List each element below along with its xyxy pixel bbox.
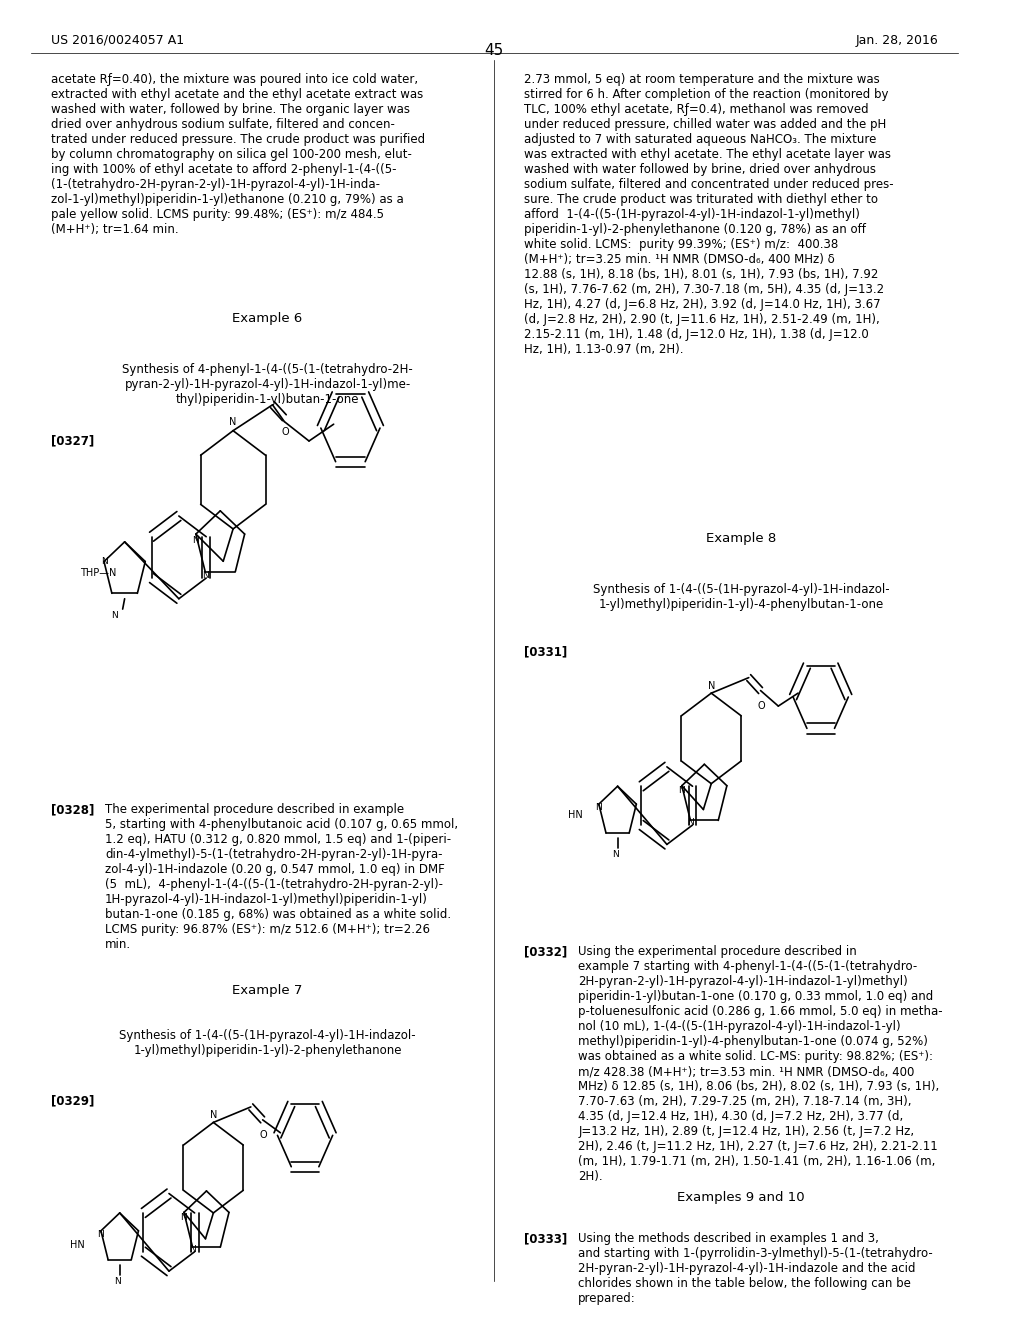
Text: N: N	[115, 1276, 121, 1286]
Text: N: N	[189, 1245, 196, 1254]
Text: Synthesis of 1-(4-((5-(1H-pyrazol-4-yl)-1H-indazol-
1-yl)methyl)piperidin-1-yl)-: Synthesis of 1-(4-((5-(1H-pyrazol-4-yl)-…	[119, 1030, 416, 1057]
Text: acetate Rƒ=0.40), the mixture was poured into ice cold water,
extracted with eth: acetate Rƒ=0.40), the mixture was poured…	[50, 73, 425, 235]
Text: 2.73 mmol, 5 eq) at room temperature and the mixture was
stirred for 6 h. After : 2.73 mmol, 5 eq) at room temperature and…	[524, 73, 894, 355]
Text: Examples 9 and 10: Examples 9 and 10	[677, 1191, 805, 1204]
Text: Example 6: Example 6	[232, 312, 303, 325]
Text: US 2016/0024057 A1: US 2016/0024057 A1	[50, 34, 184, 46]
Text: [0331]: [0331]	[524, 645, 567, 659]
Text: N: N	[596, 804, 602, 813]
Text: [0329]: [0329]	[50, 1094, 94, 1107]
Text: [0333]: [0333]	[524, 1233, 567, 1245]
Text: N: N	[612, 850, 618, 859]
Text: Using the experimental procedure described in
example 7 starting with 4-phenyl-1: Using the experimental procedure describ…	[579, 945, 943, 1183]
Text: [0328]: [0328]	[50, 803, 94, 816]
Text: N: N	[202, 572, 209, 579]
Text: The experimental procedure described in example
5, starting with 4-phenylbutanoi: The experimental procedure described in …	[104, 803, 458, 950]
Text: N: N	[679, 787, 685, 796]
Text: N: N	[100, 557, 108, 566]
Text: N: N	[229, 417, 237, 426]
Text: N: N	[687, 818, 694, 828]
Text: 45: 45	[484, 42, 504, 58]
Text: O: O	[260, 1130, 267, 1140]
Text: HN: HN	[568, 809, 583, 820]
Text: N: N	[180, 1213, 187, 1222]
Text: N: N	[97, 1230, 104, 1239]
Text: N: N	[210, 1110, 217, 1119]
Text: Synthesis of 4-phenyl-1-(4-((5-(1-(tetrahydro-2H-
pyran-2-yl)-1H-pyrazol-4-yl)-1: Synthesis of 4-phenyl-1-(4-((5-(1-(tetra…	[122, 363, 413, 407]
Text: N: N	[193, 536, 200, 545]
Text: Example 8: Example 8	[706, 532, 776, 545]
Text: O: O	[282, 426, 289, 437]
Text: O: O	[758, 701, 765, 711]
Text: THP—N: THP—N	[80, 568, 117, 578]
Text: Synthesis of 1-(4-((5-(1H-pyrazol-4-yl)-1H-indazol-
1-yl)methyl)piperidin-1-yl)-: Synthesis of 1-(4-((5-(1H-pyrazol-4-yl)-…	[593, 583, 889, 611]
Text: N: N	[112, 611, 118, 620]
Text: [0327]: [0327]	[50, 434, 94, 447]
Text: Using the methods described in examples 1 and 3,
and starting with 1-(pyrrolidin: Using the methods described in examples …	[579, 1233, 933, 1305]
Text: Example 7: Example 7	[232, 985, 303, 997]
Text: Jan. 28, 2016: Jan. 28, 2016	[855, 34, 938, 46]
Text: N: N	[708, 681, 715, 690]
Text: HN: HN	[71, 1241, 85, 1250]
Text: [0332]: [0332]	[524, 945, 567, 958]
